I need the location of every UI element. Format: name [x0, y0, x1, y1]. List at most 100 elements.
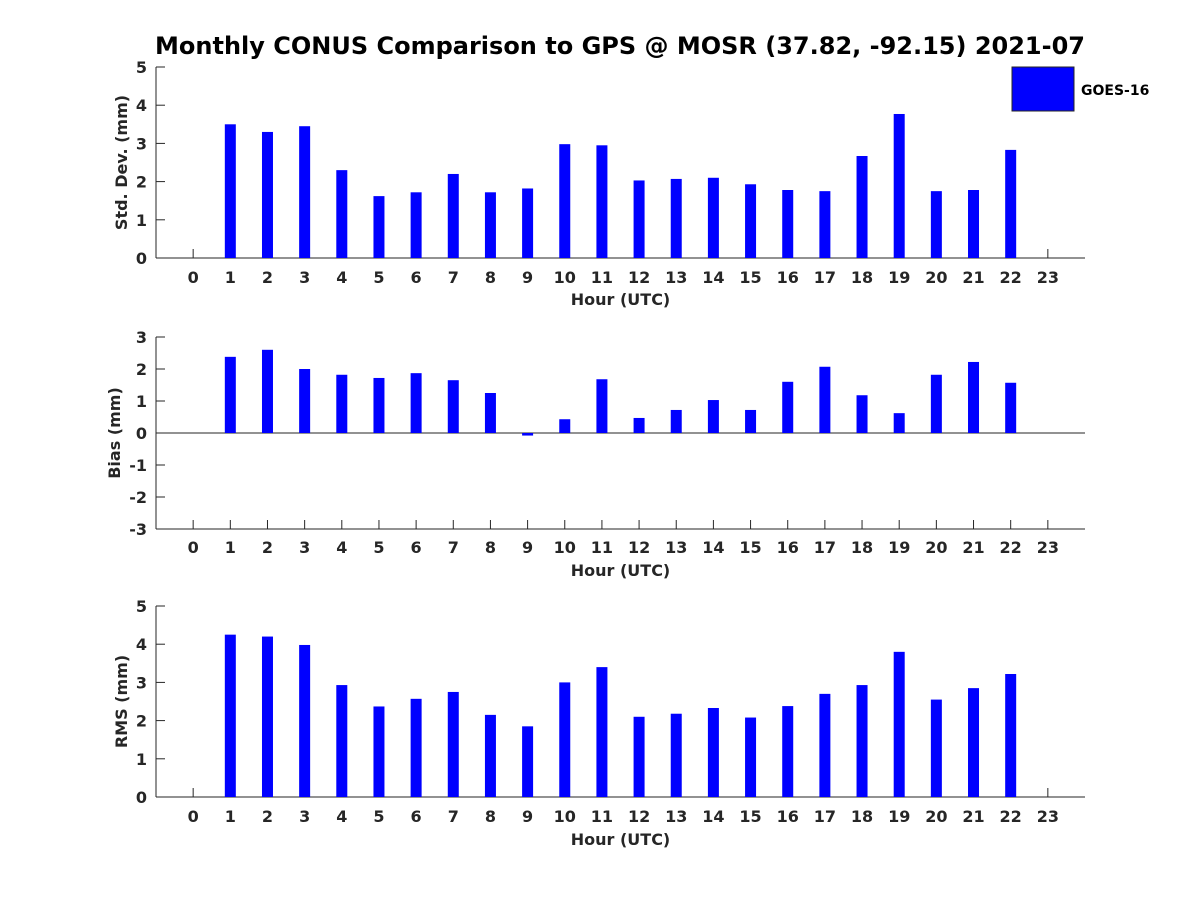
x-tick-label: 6 [411, 268, 422, 287]
bar-hour-17 [819, 191, 831, 258]
x-tick-label: 22 [1000, 807, 1022, 826]
x-tick-label: 12 [628, 807, 650, 826]
x-tick-label: 16 [777, 538, 799, 557]
legend-swatch [1011, 66, 1075, 112]
x-tick-label: 1 [225, 538, 236, 557]
x-tick-label: 7 [448, 268, 459, 287]
y-tick-label: 1 [136, 750, 147, 769]
y-axis-title: Std. Dev. (mm) [112, 95, 131, 230]
bar-hour-19 [893, 113, 905, 259]
bar-hour-4 [336, 170, 348, 258]
x-tick-label: 23 [1037, 268, 1059, 287]
bar-hour-10 [559, 419, 571, 433]
bar-hour-1 [224, 634, 236, 797]
y-tick-label: 1 [136, 211, 147, 230]
x-tick-label: 11 [591, 268, 613, 287]
x-tick-label: 13 [665, 807, 687, 826]
x-tick-label: 8 [485, 268, 496, 287]
bar-hour-7 [447, 380, 459, 433]
y-tick-label: 2 [136, 173, 147, 192]
bar-hour-22 [1005, 149, 1017, 258]
y-tick-label: 0 [136, 249, 147, 268]
bar-hour-17 [819, 366, 831, 433]
y-tick-label: -1 [129, 456, 147, 475]
x-tick-label: 8 [485, 807, 496, 826]
bar-hour-15 [745, 717, 757, 797]
bar-hour-7 [447, 691, 459, 797]
bar-hour-1 [224, 356, 236, 433]
x-tick-label: 17 [814, 538, 836, 557]
x-tick-label: 19 [888, 807, 910, 826]
bar-hour-14 [707, 400, 719, 433]
x-tick-label: 9 [522, 538, 533, 557]
bar-hour-6 [410, 373, 422, 433]
y-tick-label: 3 [136, 134, 147, 153]
x-tick-label: 15 [739, 538, 761, 557]
bar-hour-2 [261, 636, 273, 797]
bar-hour-6 [410, 698, 422, 797]
bar-hour-22 [1005, 382, 1017, 433]
bar-hour-11 [596, 379, 608, 433]
x-tick-label: 13 [665, 538, 687, 557]
x-tick-label: 19 [888, 538, 910, 557]
y-tick-label: -2 [129, 488, 147, 507]
x-tick-label: 3 [299, 807, 310, 826]
bar-hour-21 [968, 190, 980, 258]
x-tick-label: 3 [299, 268, 310, 287]
bar-hour-7 [447, 173, 459, 258]
y-tick-label: 0 [136, 424, 147, 443]
bar-hour-16 [782, 381, 794, 433]
bar-hour-3 [299, 369, 311, 433]
bar-hour-12 [633, 180, 645, 258]
bar-hour-13 [670, 178, 682, 258]
x-tick-label: 15 [739, 268, 761, 287]
bar-hour-20 [930, 374, 942, 433]
x-tick-label: 2 [262, 807, 273, 826]
x-tick-label: 14 [702, 807, 724, 826]
x-tick-label: 10 [554, 538, 576, 557]
bar-hour-9 [522, 188, 534, 258]
bar-hour-2 [261, 349, 273, 433]
bar-hour-8 [484, 714, 496, 797]
x-tick-label: 21 [962, 538, 984, 557]
bar-hour-8 [484, 192, 496, 258]
x-tick-label: 7 [448, 807, 459, 826]
x-tick-label: 3 [299, 538, 310, 557]
bar-hour-10 [559, 144, 571, 258]
bar-hour-2 [261, 131, 273, 258]
x-tick-label: 9 [522, 268, 533, 287]
x-tick-label: 9 [522, 807, 533, 826]
y-tick-label: 4 [136, 635, 147, 654]
y-tick-label: 2 [136, 360, 147, 379]
bar-hour-11 [596, 667, 608, 797]
x-tick-label: 20 [925, 268, 947, 287]
x-tick-label: 17 [814, 807, 836, 826]
y-tick-label: 5 [136, 597, 147, 616]
x-tick-label: 10 [554, 807, 576, 826]
chart-title: Monthly CONUS Comparison to GPS @ MOSR (… [155, 32, 1085, 60]
x-tick-label: 11 [591, 538, 613, 557]
x-tick-label: 16 [777, 807, 799, 826]
bar-hour-3 [299, 126, 311, 259]
x-tick-label: 1 [225, 268, 236, 287]
y-tick-label: 3 [136, 328, 147, 347]
x-axis-title: Hour (UTC) [571, 830, 671, 849]
bar-hour-5 [373, 377, 385, 433]
x-tick-label: 18 [851, 538, 873, 557]
bar-hour-22 [1005, 673, 1017, 797]
x-axis-title: Hour (UTC) [571, 561, 671, 580]
bar-hour-14 [707, 707, 719, 797]
legend-label: GOES-16 [1081, 83, 1149, 99]
x-tick-label: 11 [591, 807, 613, 826]
x-tick-label: 13 [665, 268, 687, 287]
x-tick-label: 4 [336, 807, 347, 826]
bar-hour-9 [522, 726, 534, 797]
bar-hour-5 [373, 706, 385, 797]
bar-hour-15 [745, 184, 757, 258]
x-tick-label: 4 [336, 538, 347, 557]
bar-hour-20 [930, 699, 942, 797]
bar-hour-13 [670, 713, 682, 797]
x-tick-label: 12 [628, 538, 650, 557]
